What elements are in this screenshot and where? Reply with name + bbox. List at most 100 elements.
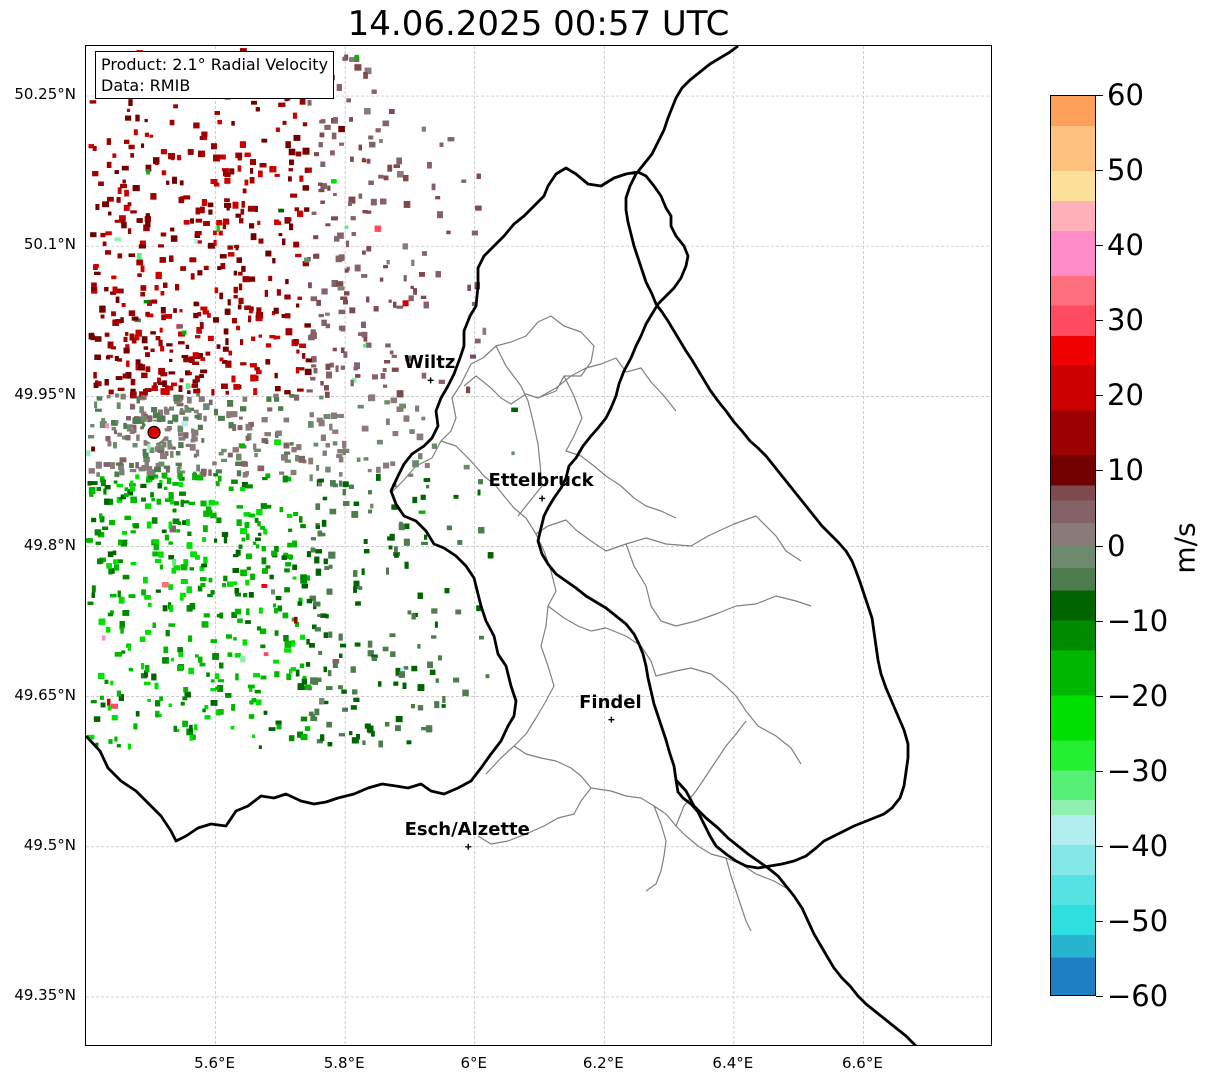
map-area[interactable] <box>85 45 992 1046</box>
echo-pixel <box>208 510 213 517</box>
echo-pixel <box>353 570 358 577</box>
echo-pixel <box>325 323 331 329</box>
echo-pixel <box>274 221 282 225</box>
echo-pixel <box>207 242 215 249</box>
echo-pixel <box>131 337 137 344</box>
echo-pixel <box>162 380 167 387</box>
echo-pixel <box>94 354 101 360</box>
lon-tick-label: 5.6°E <box>194 1054 235 1072</box>
echo-pixel <box>284 294 291 300</box>
echo-pixel <box>218 709 224 715</box>
echo-pixel <box>166 385 174 391</box>
echo-pixel <box>368 135 374 140</box>
echo-pixel <box>158 367 165 375</box>
echo-pixel <box>145 311 150 317</box>
echo-pixel <box>194 231 202 236</box>
echo-pixel <box>152 622 156 628</box>
echo-pixel <box>117 253 123 259</box>
echo-pixel <box>429 669 436 675</box>
echo-pixel <box>129 480 134 485</box>
echo-pixel <box>178 398 183 403</box>
echo-pixel <box>307 686 312 691</box>
echo-pixel <box>159 480 163 486</box>
echo-pixel <box>376 466 381 473</box>
echo-pixel <box>331 280 338 287</box>
echo-pixel <box>95 204 100 210</box>
echo-pixel <box>338 633 343 641</box>
echo-pixel <box>444 588 450 594</box>
echo-pixel <box>178 331 185 337</box>
echo-pixel <box>129 469 137 473</box>
echo-pixel <box>254 689 261 694</box>
echo-pixel <box>415 405 420 412</box>
echo-pixel <box>240 339 244 346</box>
echo-pixel <box>183 357 190 363</box>
echo-pixel <box>153 382 157 388</box>
echo-pixel <box>403 175 409 182</box>
echo-pixel <box>375 128 381 133</box>
echo-pixel <box>121 165 129 171</box>
echo-pixel <box>155 462 160 469</box>
echo-pixel <box>240 569 247 577</box>
echo-pixel <box>257 626 261 631</box>
echo-pixel <box>262 568 268 574</box>
echo-pixel <box>261 546 266 552</box>
echo-pixel <box>150 492 154 498</box>
echo-pixel <box>167 444 173 450</box>
echo-pixel <box>332 659 340 664</box>
echo-pixel <box>236 470 242 477</box>
echo-pixel <box>407 610 412 615</box>
echo-pixel <box>195 335 201 339</box>
echo-pixel <box>239 218 244 224</box>
echo-pixel <box>328 551 336 559</box>
echo-pixel <box>290 193 298 198</box>
echo-pixel <box>114 356 119 361</box>
echo-pixel <box>233 637 237 641</box>
echo-pixel <box>325 443 330 448</box>
city-markers <box>427 377 615 850</box>
echo-pixel <box>122 530 127 535</box>
echo-pixel <box>242 639 248 646</box>
echo-pixel <box>173 565 180 571</box>
echo-pixel <box>274 173 280 177</box>
echo-pixel <box>273 307 279 314</box>
echo-pixel <box>276 725 282 730</box>
echo-pixel <box>185 370 191 376</box>
city-marker <box>465 843 472 850</box>
echo-pixel <box>218 451 224 456</box>
echo-pixel <box>111 275 117 280</box>
echo-pixel <box>330 480 336 487</box>
echo-pixel <box>214 408 218 416</box>
echo-pixel <box>92 171 99 177</box>
echo-pixel <box>309 595 316 602</box>
echo-pixel <box>245 620 251 624</box>
echo-pixel <box>385 418 390 425</box>
echo-pixel <box>274 671 280 678</box>
echo-pixel <box>102 526 109 530</box>
echo-pixel <box>256 369 262 375</box>
echo-pixel <box>144 681 151 685</box>
echo-pixel <box>200 577 207 582</box>
echo-pixel <box>180 407 184 413</box>
echo-pixel <box>331 216 338 221</box>
echo-pixel <box>179 180 184 186</box>
echo-pixel <box>372 374 378 380</box>
echo-pixel <box>194 375 200 383</box>
echo-pixel <box>299 516 303 523</box>
echo-pixel <box>358 332 365 336</box>
echo-pixel <box>258 238 264 244</box>
echo-pixel <box>288 176 292 182</box>
echo-pixel <box>361 274 368 278</box>
echo-pixel <box>224 198 230 203</box>
echo-pixel <box>297 210 304 217</box>
echo-pixel <box>151 517 158 524</box>
echo-pixel <box>159 696 163 701</box>
echo-pixel <box>195 207 200 215</box>
echo-pixel <box>376 439 383 445</box>
echo-pixel <box>410 285 414 289</box>
echo-pixel <box>233 286 238 294</box>
echo-pixel <box>257 521 261 527</box>
echo-pixel <box>227 299 231 306</box>
echo-pixel <box>167 440 172 447</box>
echo-pixel <box>157 449 165 453</box>
